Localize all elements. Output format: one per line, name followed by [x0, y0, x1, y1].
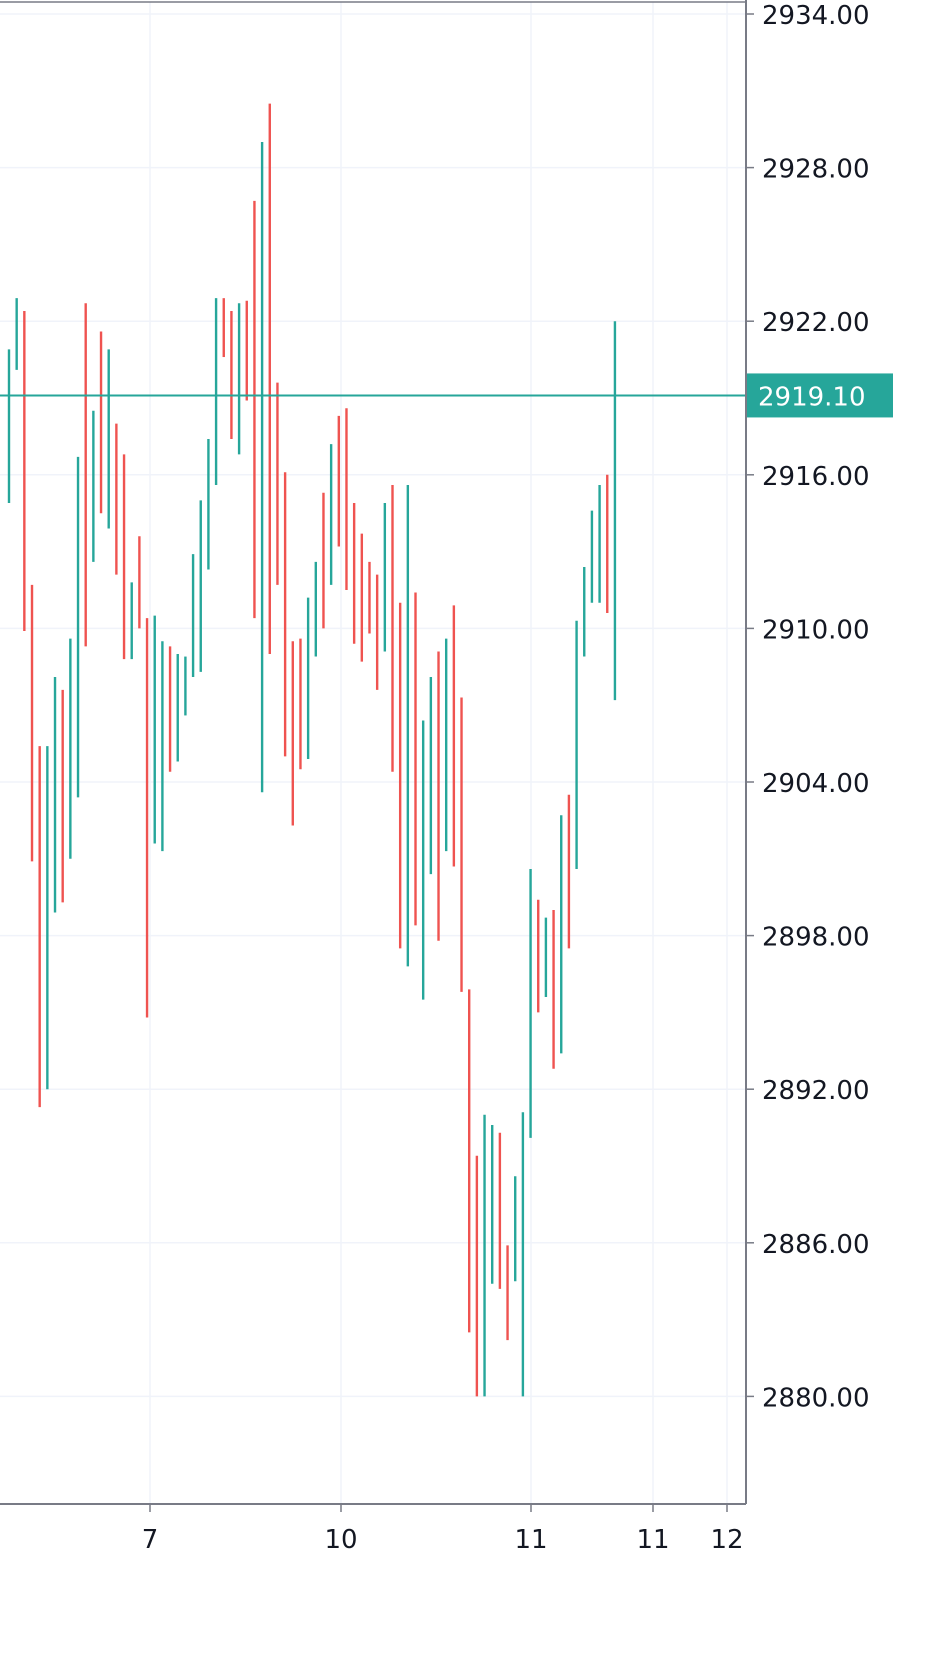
price-bars[interactable]	[7, 103, 617, 1397]
x-tick-label: 11	[636, 1525, 669, 1555]
last-price-badge: 2919.10	[747, 373, 893, 418]
x-tick-label: 10	[324, 1525, 357, 1555]
axes	[0, 0, 747, 1505]
last-price-badge-background	[747, 373, 893, 418]
time-scale[interactable]: 7 10 11 11 12	[142, 1504, 744, 1555]
price-scale[interactable]: 2934.00 2928.00 2922.00 2916.00 2910.00 2904.…	[746, 1, 870, 1413]
y-tick-label: 2892.00	[762, 1076, 870, 1106]
y-tick-label: 2928.00	[762, 155, 870, 185]
y-tick-label: 2880.00	[762, 1383, 870, 1413]
y-tick-label: 2916.00	[762, 462, 870, 492]
y-tick-label: 2886.00	[762, 1230, 870, 1260]
y-tick-label: 2904.00	[762, 769, 870, 799]
y-tick-label: 2898.00	[762, 923, 870, 953]
last-price-label: 2919.10	[758, 382, 866, 412]
grid	[0, 2, 746, 1504]
x-tick-label: 7	[142, 1525, 159, 1555]
y-tick-label: 2910.00	[762, 615, 870, 645]
y-tick-label: 2934.00	[762, 1, 870, 31]
x-tick-label: 11	[514, 1525, 547, 1555]
x-tick-label: 12	[710, 1525, 743, 1555]
y-tick-label: 2922.00	[762, 308, 870, 338]
